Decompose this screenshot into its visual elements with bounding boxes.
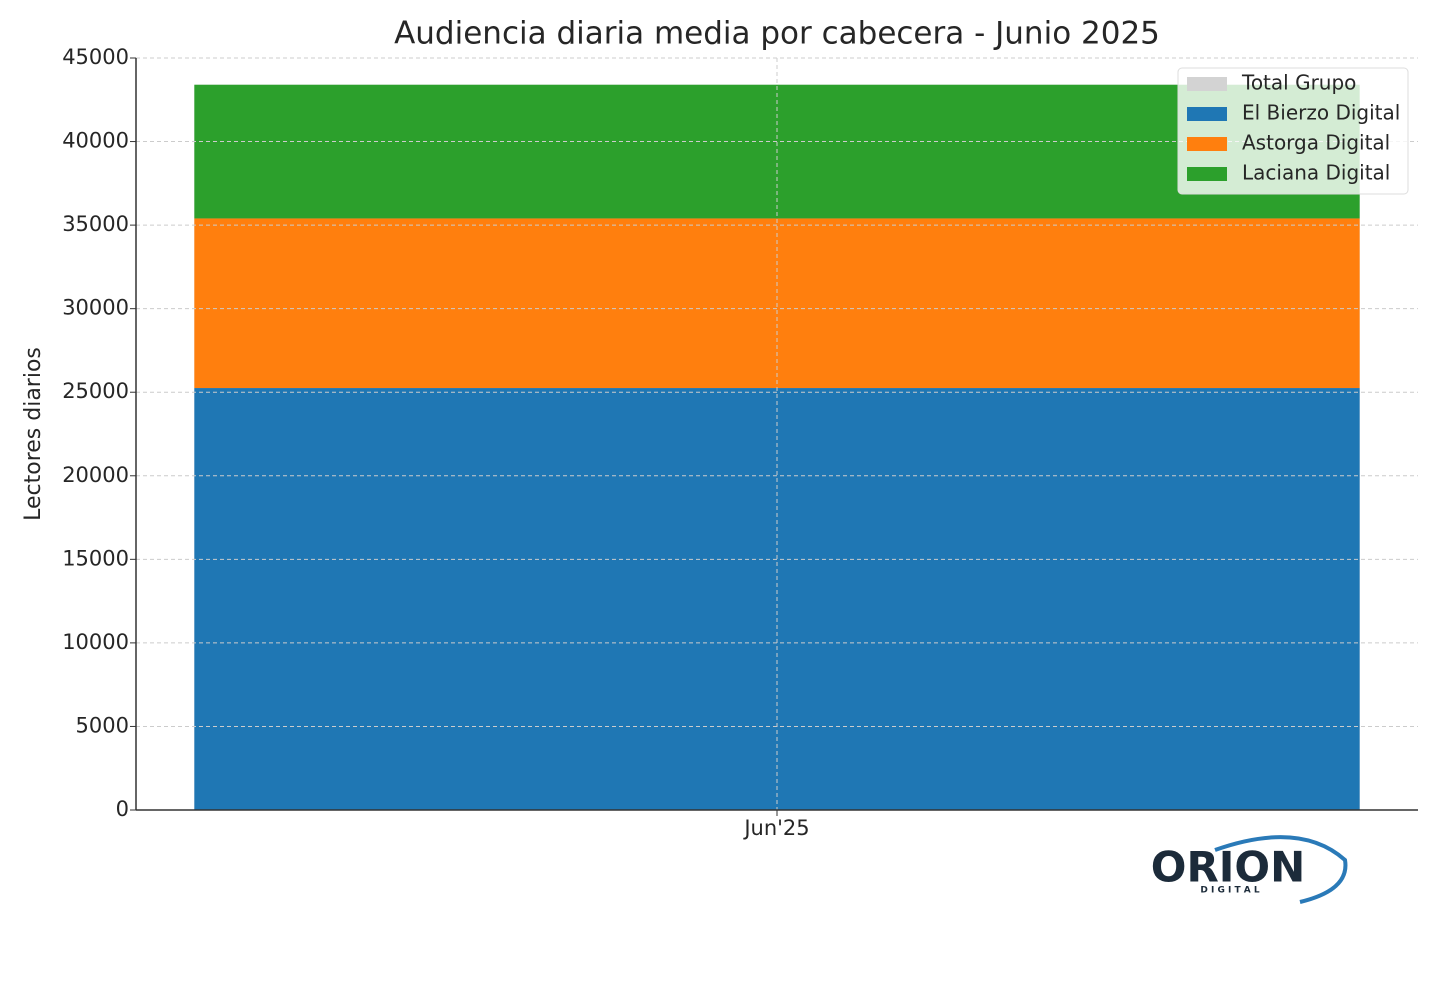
y-tick-label: 45000 bbox=[62, 45, 129, 69]
legend-swatch bbox=[1187, 167, 1227, 181]
legend-label: Laciana Digital bbox=[1242, 161, 1390, 185]
logo-subtext: D I G I T A L bbox=[1200, 886, 1259, 896]
y-tick-label: 20000 bbox=[62, 463, 129, 487]
y-tick-label: 15000 bbox=[62, 546, 129, 570]
legend: Total Grupo El Bierzo Digital Astorga Digi… bbox=[1177, 67, 1409, 195]
legend-swatch bbox=[1187, 77, 1227, 91]
legend-label: Total Grupo bbox=[1241, 71, 1356, 95]
legend-swatch bbox=[1187, 107, 1227, 121]
y-tick-label: 25000 bbox=[62, 379, 129, 403]
chart-title: Audiencia diaria media por cabecera - Ju… bbox=[394, 16, 1160, 52]
y-tick-label: 35000 bbox=[62, 212, 129, 236]
logo-text: ORION bbox=[1151, 843, 1306, 892]
y-tick-label: 10000 bbox=[62, 630, 129, 654]
legend-swatch bbox=[1187, 137, 1227, 151]
y-tick-label: 30000 bbox=[62, 296, 129, 320]
y-tick-label: 5000 bbox=[76, 713, 129, 737]
y-tick-label: 40000 bbox=[62, 129, 129, 153]
logo: ORION D I G I T A L bbox=[1151, 835, 1348, 904]
legend-label: Astorga Digital bbox=[1242, 131, 1390, 155]
legend-box bbox=[1177, 67, 1409, 195]
y-tick-label: 0 bbox=[116, 797, 129, 821]
logo-swoosh bbox=[1214, 835, 1348, 904]
legend-label: El Bierzo Digital bbox=[1242, 101, 1400, 125]
x-tick-label: Jun'25 bbox=[742, 816, 809, 840]
y-axis-label: Lectores diarios bbox=[21, 347, 46, 521]
